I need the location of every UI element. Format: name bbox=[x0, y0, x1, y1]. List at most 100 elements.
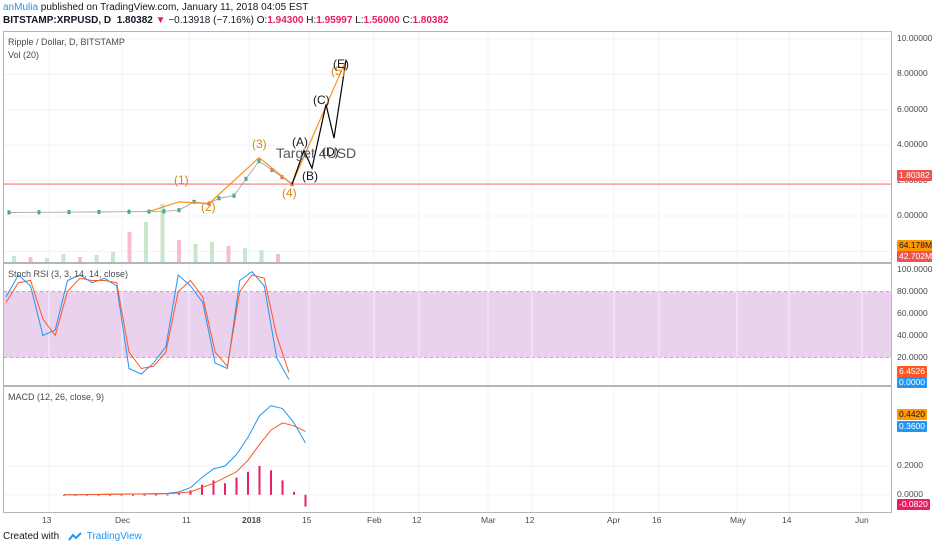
macd-histogram-bar bbox=[235, 477, 238, 495]
volume-bar bbox=[61, 254, 66, 262]
macd-histogram-bar bbox=[258, 466, 261, 495]
close-value: 1.80382 bbox=[412, 15, 449, 26]
stoch-tick-label: 100.0000 bbox=[897, 263, 932, 274]
macd-histogram-bar bbox=[247, 471, 249, 495]
down-arrow-icon: ▼ bbox=[155, 15, 166, 26]
time-tick-label: 14 bbox=[782, 515, 792, 525]
macd-pane[interactable]: MACD (12, 26, close, 9) bbox=[3, 386, 892, 513]
macd-axis[interactable]: 0.2000 0.0000 bbox=[893, 386, 932, 513]
price-chart[interactable]: (1) (2) (3) (4) (5) (A) (B) (C) (D) (E) Target 4US… bbox=[4, 32, 891, 262]
time-tick-label: 16 bbox=[652, 515, 662, 525]
volume-bar bbox=[276, 254, 280, 262]
macd-histogram-bar bbox=[304, 494, 307, 507]
macd-histogram-bar bbox=[201, 484, 203, 495]
stoch-tick-label: 60.0000 bbox=[897, 307, 928, 318]
volume-bar bbox=[160, 204, 165, 262]
stoch-tick-label: 80.0000 bbox=[897, 285, 928, 296]
price-tick-label: 6.00000 bbox=[897, 103, 928, 114]
macd-histogram-bar bbox=[132, 494, 134, 496]
wave-label-orange: (2) bbox=[201, 200, 216, 214]
pane-title: Ripple / Dollar, D, BITSTAMP bbox=[8, 37, 125, 47]
symbol-name: BITSTAMP:XRPUSD, D bbox=[3, 15, 112, 26]
macd-histogram-bar bbox=[281, 480, 284, 495]
footer: Created with TradingView bbox=[3, 531, 142, 542]
author-link[interactable]: anMulia bbox=[3, 2, 39, 13]
volume-bar bbox=[243, 248, 247, 262]
volume-bar bbox=[193, 244, 198, 262]
macd-chart[interactable] bbox=[4, 387, 891, 512]
macd-histogram-bar bbox=[293, 491, 295, 495]
volume-tag: 64.178M bbox=[897, 240, 932, 251]
macd-histogram-bar bbox=[109, 494, 111, 496]
stoch-rsi-pane[interactable]: Stoch RSI (3, 3, 14, 14, close) bbox=[3, 263, 892, 386]
price-tick-label: 0.00000 bbox=[897, 210, 928, 220]
macd-histogram-bar bbox=[97, 494, 100, 496]
volume-bar bbox=[12, 256, 16, 262]
wave-label-orange: (5) bbox=[331, 64, 346, 78]
time-tick-label: Dec bbox=[115, 515, 131, 525]
time-tick-label: 15 bbox=[302, 515, 312, 525]
stoch-tick-label: 20.0000 bbox=[897, 351, 928, 362]
macd-tick-label: 0.2000 bbox=[897, 460, 923, 471]
wave-line-orange bbox=[148, 60, 347, 213]
tradingview-brand[interactable]: TradingView bbox=[86, 531, 142, 542]
macd-histogram-bar bbox=[189, 490, 192, 495]
volume-bar bbox=[144, 222, 148, 262]
change-value: −0.13918 (−7.16%) bbox=[168, 15, 254, 26]
target-annotation: Target 4USD bbox=[276, 145, 356, 161]
close-label: C: bbox=[402, 15, 413, 26]
low-value: 1.56000 bbox=[363, 15, 400, 26]
created-with-text: Created with bbox=[3, 531, 60, 542]
stoch-axis[interactable]: 100.0000 80.0000 60.0000 40.0000 20.0000 bbox=[893, 263, 932, 386]
macd-tick-label: 0.0000 bbox=[897, 488, 923, 499]
wave-label-black: (C) bbox=[313, 93, 330, 107]
wave-label-black: (E) bbox=[333, 57, 349, 71]
time-tick-label: May bbox=[730, 515, 747, 525]
volume-bar bbox=[226, 246, 231, 262]
volume-ma-tag: 42.702M bbox=[897, 251, 932, 262]
time-tick-label: Apr bbox=[607, 515, 621, 525]
stoch-rsi-chart[interactable] bbox=[4, 264, 891, 385]
low-label: L: bbox=[355, 15, 364, 26]
macd-histogram-bar bbox=[212, 480, 215, 495]
stoch-d-tag: 6.4526 bbox=[897, 366, 927, 377]
signal-line bbox=[64, 422, 306, 496]
time-axis[interactable]: 13 Dec 11 2018 15 Feb 12 Mar 12 Apr 16 May 14 Jun bbox=[3, 513, 892, 527]
macd-histogram-bar bbox=[166, 494, 169, 496]
volume-bar bbox=[78, 257, 82, 262]
open-label: O: bbox=[256, 15, 268, 26]
macd-histogram-bar bbox=[178, 493, 180, 495]
time-tick-label: 12 bbox=[412, 515, 422, 525]
high-label: H: bbox=[306, 15, 317, 26]
price-pane[interactable]: (1) (2) (3) (4) (5) (A) (B) (C) (D) (E) Target 4US… bbox=[3, 31, 892, 263]
stoch-k-line bbox=[5, 271, 290, 380]
wave-line-black bbox=[291, 60, 347, 185]
volume-bar bbox=[259, 250, 264, 262]
tradingview-logo-icon bbox=[68, 532, 82, 541]
volume-bar bbox=[45, 258, 49, 262]
time-tick-label: Mar bbox=[481, 515, 496, 525]
volume-bar bbox=[111, 252, 115, 262]
macd-line bbox=[64, 405, 306, 496]
time-tick-label: 2018 bbox=[242, 515, 261, 525]
wave-label-black: (B) bbox=[302, 169, 318, 183]
macd-title: MACD (12, 26, close, 9) bbox=[8, 392, 105, 402]
macd-histogram-bar bbox=[155, 494, 157, 496]
macd-histogram-bar bbox=[120, 494, 123, 496]
volume-bar bbox=[28, 257, 33, 262]
time-tick-label: Jun bbox=[855, 515, 869, 525]
volume-legend: Vol (20) bbox=[8, 50, 40, 60]
wave-label-orange: (4) bbox=[282, 186, 297, 200]
high-value: 1.95997 bbox=[316, 15, 353, 26]
stoch-d-line bbox=[5, 274, 290, 373]
last-price-tag: 1.80382 bbox=[897, 170, 932, 181]
publish-info: anMulia published on TradingView.com, Ja… bbox=[3, 2, 308, 13]
wave-label-black: (A) bbox=[292, 135, 308, 149]
price-tick-label: 4.00000 bbox=[897, 139, 928, 150]
price-axis[interactable]: 10.000008.000006.000004.000002.000000.00… bbox=[893, 31, 932, 263]
time-tick-label: 11 bbox=[182, 515, 191, 525]
macd-histogram-bar bbox=[224, 483, 226, 495]
stoch-rsi-title: Stoch RSI (3, 3, 14, 14, close) bbox=[8, 269, 129, 279]
price-tick-label: 8.00000 bbox=[897, 68, 928, 79]
price-tick-label: 10.00000 bbox=[897, 33, 932, 44]
